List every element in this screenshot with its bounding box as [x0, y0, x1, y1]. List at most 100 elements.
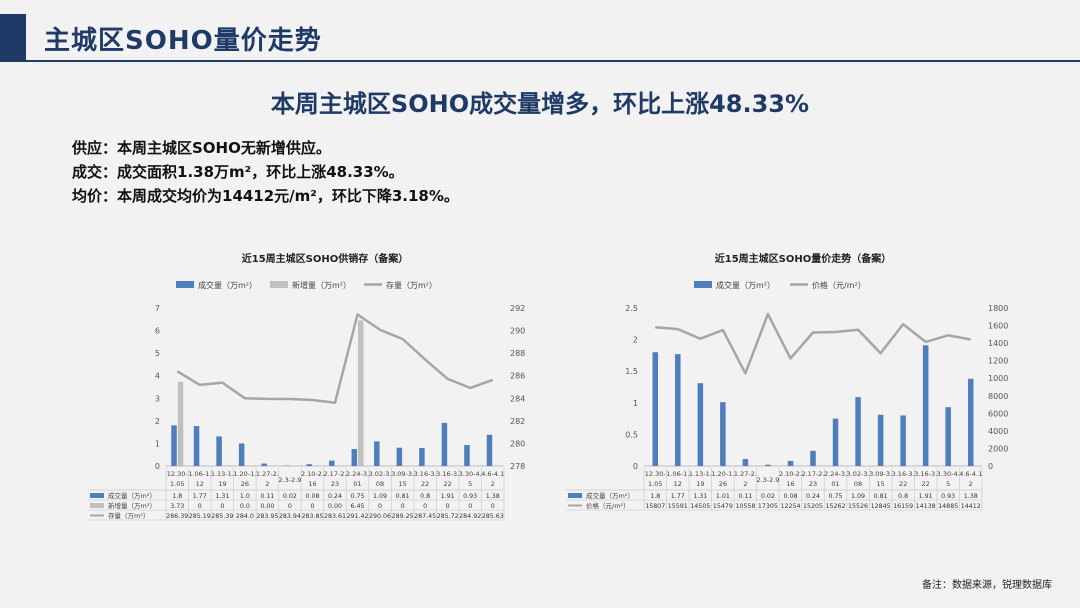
category-label: 12: [674, 480, 682, 488]
category-label: 22: [899, 480, 907, 488]
table-cell: 0.81: [874, 493, 888, 500]
category-label: 3.02-3.: [847, 470, 870, 478]
bar-volume: [396, 447, 403, 466]
right-tick-label: 280: [510, 439, 525, 448]
table-cell: 1.31: [693, 493, 707, 500]
table-row-label: 成交量（万m²）: [108, 491, 156, 500]
category-label: 1.20-1.: [233, 470, 256, 478]
table-cell: 0.08: [305, 493, 319, 500]
category-label: 22: [421, 480, 429, 488]
chart-title: 近15周主城区SOHO量价走势（备案）: [715, 252, 892, 265]
table-cell: 1.8: [172, 493, 182, 500]
table-cell: 291.42: [347, 513, 369, 520]
bar-volume: [945, 407, 951, 466]
legend-label: 新增量（万m²）: [292, 280, 351, 290]
table-cell: 14138: [916, 503, 936, 510]
category-label: 08: [854, 480, 862, 488]
table-cell: 0.02: [283, 493, 297, 500]
category-label: 1.06-1.: [666, 470, 689, 478]
table-cell: 10558: [735, 503, 755, 510]
table-cell: 1.01: [716, 493, 730, 500]
right-tick-label: 16000: [988, 322, 1008, 331]
summary-deal: 成交：成交面积1.38万m²，环比上涨48.33%。: [72, 163, 404, 181]
legend-swatch: [270, 281, 288, 288]
category-label: 12.30-: [645, 470, 667, 478]
right-tick-label: 12000: [988, 357, 1008, 366]
left-tick-label: 3: [155, 394, 160, 403]
category-label: 2.17-2.: [801, 470, 824, 478]
bar-new-supply: [177, 381, 184, 466]
table-cell: 1.77: [671, 493, 685, 500]
bar-volume: [486, 434, 493, 466]
chart-volume-price: 近15周主城区SOHO量价走势（备案） 成交量（万m²） 价格（元/m²） 0 0.5 1…: [556, 246, 1013, 526]
bar-volume: [652, 352, 659, 466]
bar-volume: [720, 402, 726, 466]
bar-volume: [832, 418, 839, 466]
category-label: 08: [376, 480, 384, 488]
left-tick-label: 6: [155, 327, 160, 336]
table-cell: 0.02: [761, 493, 775, 500]
table-cell: 0.93: [463, 493, 477, 500]
legend-label: 成交量（万m²）: [716, 280, 775, 290]
bar-volume: [306, 464, 312, 466]
category-label: 12: [196, 480, 204, 488]
category-label: 2: [265, 480, 269, 488]
table-cell: 1.91: [441, 493, 455, 500]
bar-volume: [374, 441, 380, 466]
table-cell: 14885: [938, 503, 958, 510]
category-label: 2: [743, 480, 747, 488]
bar-volume: [216, 436, 222, 466]
table-cell: 0.11: [738, 493, 752, 500]
table-cell: 290.06: [369, 513, 391, 520]
left-tick-label: 2: [155, 417, 160, 426]
legend-swatch: [176, 281, 194, 288]
table-cell: 1.8: [650, 493, 660, 500]
table-cell: 285.19: [189, 513, 211, 520]
table-cell: 0.24: [806, 493, 820, 500]
left-tick-label: 4: [155, 372, 160, 381]
table-cell: 283.61: [324, 513, 346, 520]
table-cell: 0.11: [260, 493, 274, 500]
category-label: 2.17-2.: [323, 470, 346, 478]
table-cell: 1.31: [215, 493, 229, 500]
bar-volume: [193, 426, 200, 466]
table-cell: 0.8: [420, 493, 430, 500]
table-cell: 285.63: [482, 513, 504, 520]
right-tick-label: 278: [510, 462, 525, 471]
headline: 本周主城区SOHO成交量增多，环比上涨48.33%: [270, 90, 810, 118]
category-label: 2.10-2.: [779, 470, 802, 478]
category-label: 3.09-3.: [391, 470, 414, 478]
right-tick-label: 10000: [988, 374, 1008, 383]
bar-volume: [697, 383, 704, 466]
category-label: 26: [719, 480, 727, 488]
table-cell: 17305: [758, 503, 778, 510]
table-cell: 284.92: [459, 513, 481, 520]
bar-volume: [441, 422, 448, 466]
table-cell: 0.00: [260, 503, 274, 510]
category-label: 22: [444, 480, 452, 488]
table-cell: 0: [378, 503, 382, 510]
category-label: 15: [876, 480, 884, 488]
right-tick-label: 286: [510, 372, 525, 381]
category-label: 23: [331, 480, 339, 488]
category-label: 2.10-2.: [301, 470, 324, 478]
left-tick-label: 0: [633, 462, 638, 471]
category-label: 1.05: [648, 480, 662, 488]
summary-price: 均价：本周成交均价为14412元/m²，环比下降3.18%。: [72, 187, 459, 205]
table-cell: 0: [446, 503, 450, 510]
right-tick-label: 282: [510, 417, 525, 426]
line-series: [655, 312, 971, 375]
table-cell: 0.75: [351, 493, 365, 500]
bar-volume: [329, 460, 335, 466]
category-label: 1.05: [170, 480, 184, 488]
category-label: 15: [398, 480, 406, 488]
bar-volume: [261, 463, 267, 466]
left-tick-label: 7: [155, 304, 160, 313]
table-cell: 12254: [780, 503, 800, 510]
table-key: [90, 503, 104, 508]
category-label: 3.16-3.: [892, 470, 915, 478]
table-cell: 0: [401, 503, 405, 510]
line-series: [176, 313, 494, 404]
category-label: 1.13-1.: [211, 470, 234, 478]
bar-new-supply: [358, 320, 364, 466]
